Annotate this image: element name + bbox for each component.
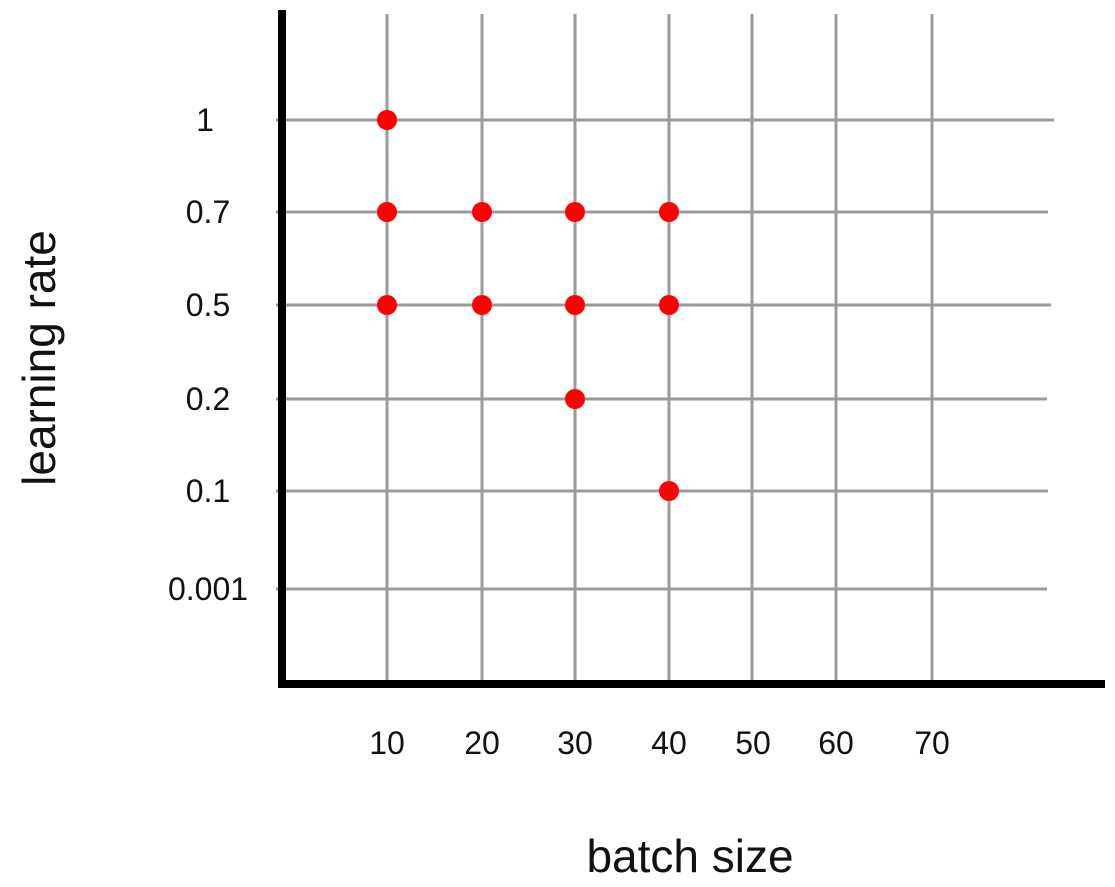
grid-lines: [276, 14, 1054, 684]
data-point-30-0_2: [565, 389, 585, 409]
axes: [278, 10, 1105, 688]
data-point-40-0_7: [659, 202, 679, 222]
y-tick-label-0.1: 0.1: [186, 473, 230, 509]
x-tick-label-40: 40: [651, 725, 687, 761]
x-tick-label-20: 20: [464, 725, 500, 761]
x-tick-label-30: 30: [557, 725, 593, 761]
x-tick-label-60: 60: [818, 725, 854, 761]
data-point-30-0_5: [565, 295, 585, 315]
data-point-10-0_5: [377, 295, 397, 315]
data-point-10-1: [377, 110, 397, 130]
y-axis-title: learning rate: [13, 230, 65, 486]
x-tick-label-70: 70: [914, 725, 950, 761]
y-tick-label-0.001: 0.001: [168, 571, 248, 607]
y-tick-label-0.7: 0.7: [186, 194, 230, 230]
data-point-30-0_7: [565, 202, 585, 222]
y-tick-label-0.5: 0.5: [186, 287, 230, 323]
y-tick-label-0.2: 0.2: [186, 381, 230, 417]
data-point-40-0_5: [659, 295, 679, 315]
x-axis-title: batch size: [586, 830, 793, 882]
x-tick-label-10: 10: [369, 725, 405, 761]
data-point-40-0_1: [659, 481, 679, 501]
data-points: [377, 110, 679, 501]
y-tick-label-1: 1: [196, 102, 214, 138]
data-point-10-0_7: [377, 202, 397, 222]
data-point-20-0_5: [472, 295, 492, 315]
x-tick-labels: 10 20 30 40 50 60 70: [369, 725, 950, 761]
data-point-20-0_7: [472, 202, 492, 222]
x-tick-label-50: 50: [735, 725, 771, 761]
y-tick-labels: 1 0.7 0.5 0.2 0.1 0.001: [168, 102, 248, 607]
